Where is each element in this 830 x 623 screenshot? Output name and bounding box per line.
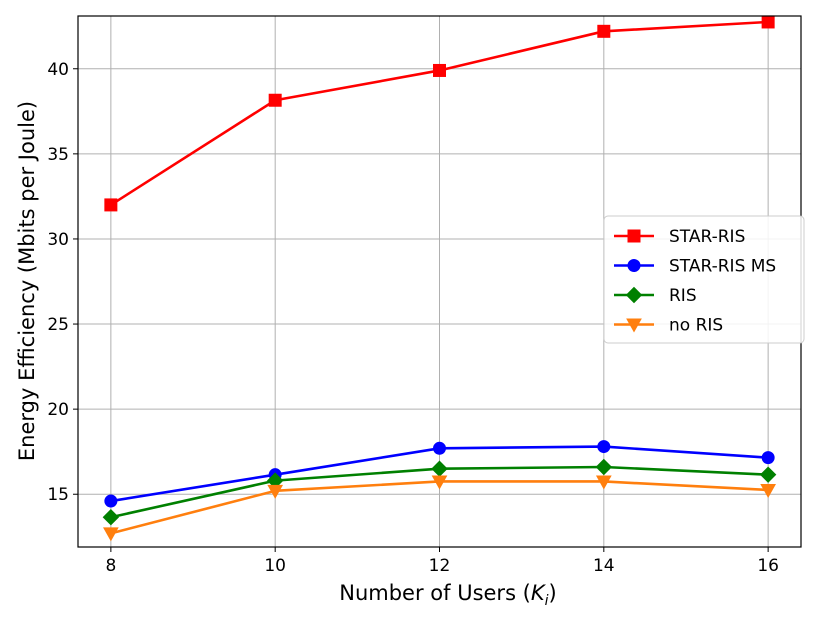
data-point [431, 460, 448, 477]
legend-item: STAR-RIS [614, 227, 745, 247]
x-tick-label: 12 [429, 556, 451, 576]
data-point [268, 93, 282, 107]
legend-item: STAR-RIS MS [614, 257, 776, 277]
data-point [104, 198, 118, 212]
data-point [433, 63, 446, 77]
data-point [759, 466, 777, 483]
legend: STAR-RIS STAR-RIS MS RIS no RIS [603, 215, 805, 344]
legend-marker [626, 318, 642, 333]
y-tick-label: 15 [47, 485, 69, 505]
y-tick-label: 20 [47, 400, 69, 420]
legend-frame [603, 215, 805, 344]
data-point [760, 483, 776, 499]
legend-label: no RIS [669, 316, 723, 336]
y-tick-label: 30 [47, 230, 69, 250]
data-point [595, 458, 613, 476]
legend-marker [625, 286, 643, 304]
data-point [761, 15, 775, 29]
legend-label: STAR-RIS MS [669, 257, 776, 277]
x-tick-label: 10 [264, 556, 286, 576]
y-tick-label: 35 [47, 145, 69, 165]
y-tick-label: 40 [47, 60, 69, 80]
data-point [102, 509, 120, 526]
legend-marker [627, 259, 641, 272]
data-point [267, 484, 284, 499]
ticks: 8 10 12 14 16 15 20 25 30 35 40 [47, 60, 779, 576]
legend-label: STAR-RIS [669, 227, 745, 247]
data-point [597, 440, 611, 454]
x-tick-label: 14 [593, 556, 615, 576]
data-point [597, 24, 611, 38]
series-star-ris-ms [104, 440, 775, 508]
y-axis-label: Energy Efficiency (Mbits per Joule) [15, 101, 39, 461]
legend-item: RIS [614, 286, 697, 306]
data-point [595, 475, 612, 490]
legend-marker [627, 229, 641, 243]
series-layer [102, 15, 777, 542]
series-no-ris [103, 475, 776, 542]
data-point [433, 441, 446, 455]
data-point [431, 475, 448, 490]
data-point [761, 451, 775, 465]
series-ris [102, 458, 777, 526]
data-point [103, 527, 119, 542]
data-point [104, 494, 118, 508]
series-star-ris [104, 15, 775, 212]
legend-label: RIS [669, 286, 697, 306]
y-tick-label: 25 [47, 315, 69, 335]
x-tick-label: 8 [105, 556, 116, 576]
x-axis-label: Number of Users (Ki) [339, 581, 557, 609]
legend-item: no RIS [614, 316, 723, 336]
x-tick-label: 16 [757, 556, 779, 576]
